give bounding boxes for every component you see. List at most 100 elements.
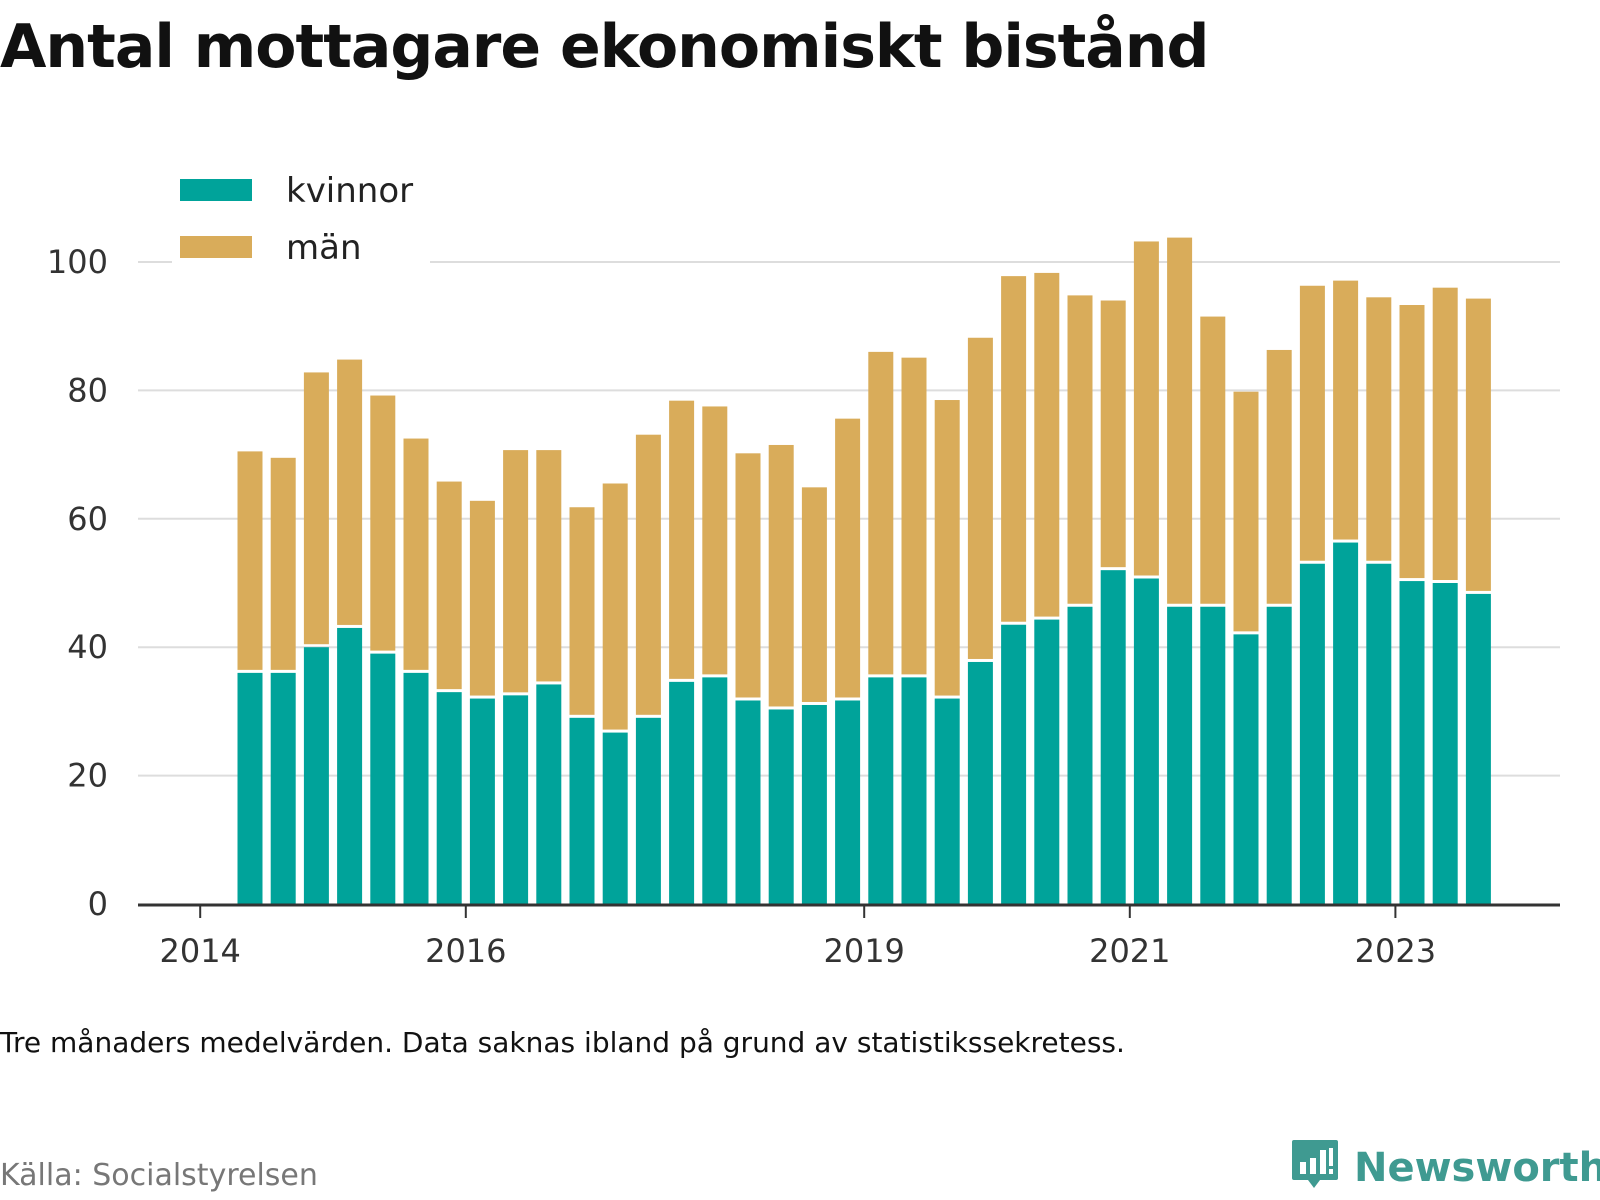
bar-man [1067,295,1093,604]
bar-2017-Q1 [602,483,628,904]
bar-man [934,400,960,696]
bar-2020-Q3 [1067,295,1093,904]
bar-kvinnor [1100,570,1126,904]
bar-2022-Q2 [1299,285,1325,904]
bar-man [1167,237,1193,604]
bar-man [303,372,329,645]
bar-kvinnor [503,695,529,904]
bar-kvinnor [1366,563,1392,904]
bar-kvinnor [1432,583,1458,904]
bar-kvinnor [1465,593,1491,904]
bar-2016-Q2 [503,450,529,904]
bar-man [403,438,429,670]
bar-2020-Q2 [1034,272,1060,904]
bar-kvinnor [602,732,628,904]
bar-2021-Q4 [1233,391,1259,904]
bar-2021-Q2 [1167,237,1193,904]
legend-swatch-män [180,236,252,258]
bar-2019-Q2 [901,357,927,904]
bar-2017-Q3 [669,400,695,904]
y-tick-label: 100 [47,243,108,281]
x-tick-label: 2019 [823,932,904,970]
bar-2014-Q3 [270,457,296,904]
legend-swatch-kvinnor [180,179,252,201]
bar-2015-Q4 [436,481,462,904]
bar-2023-Q2 [1432,287,1458,904]
legend-label: kvinnor [286,171,413,211]
bar-man [1100,300,1126,568]
bar-kvinnor [868,677,894,904]
bar-kvinnor [934,698,960,904]
x-axis: 2014 2016 2019 2021 2023 [138,903,1560,970]
bar-kvinnor [370,653,396,904]
bar-man [901,357,927,675]
bars [237,237,1491,904]
bar-man [337,359,363,625]
source-text: Källa: Socialstyrelsen [0,1158,318,1193]
y-tick-label: 60 [67,500,108,538]
bar-man [1432,287,1458,580]
bar-man [1266,349,1292,604]
bar-man [1333,280,1359,540]
bar-2015-Q1 [337,359,363,904]
bar-man [735,453,761,698]
bar-2019-Q1 [868,351,894,904]
bar-man [1233,391,1259,632]
bar-2022-Q1 [1266,349,1292,904]
bar-2019-Q3 [934,400,960,904]
bar-man [1001,276,1027,622]
bar-2021-Q1 [1133,241,1159,904]
bar-kvinnor [1233,634,1259,904]
bar-2020-Q1 [1001,276,1027,904]
bar-kvinnor [1299,563,1325,904]
bar-kvinnor [901,677,927,904]
bar-kvinnor [1266,606,1292,904]
bar-man [602,483,628,730]
bar-man [569,507,595,715]
bar-kvinnor [1333,542,1359,904]
bar-chart-speech-bubble-icon [1292,1140,1338,1188]
chart-title: Antal mottagare ekonomiskt bistånd [0,12,1209,82]
chart-note: Tre månaders medelvärden. Data saknas ib… [0,1026,1125,1059]
bar-man [1133,241,1159,576]
bar-2016-Q3 [536,450,562,904]
bar-kvinnor [1399,581,1425,904]
bar-kvinnor [337,627,363,904]
y-tick-label: 40 [67,628,108,666]
brand-logo[interactable]: Newsworthy [1290,1138,1600,1198]
x-tick-label: 2014 [159,932,240,970]
legend: kvinnor män [172,168,430,268]
bar-kvinnor [1034,619,1060,904]
y-axis-labels: 0 20 40 60 80 100 [47,243,108,923]
bar-2017-Q2 [635,434,661,904]
bar-man [669,400,695,679]
bar-kvinnor [1067,606,1093,904]
bar-man [1465,298,1491,591]
bar-kvinnor [1167,606,1193,904]
bar-kvinnor [967,661,993,904]
chart-area: 0 20 40 60 80 100 2014 2016 2019 2021 2023 kvinno… [46,168,1560,970]
bar-kvinnor [469,698,495,904]
bar-2023-Q1 [1399,305,1425,904]
bar-man [635,434,661,715]
x-tick-label: 2023 [1355,932,1436,970]
bar-kvinnor [1200,606,1226,904]
bar-2023-Q3 [1465,298,1491,904]
bar-kvinnor [735,700,761,904]
bar-kvinnor [801,704,827,904]
bar-2014-Q4 [303,372,329,904]
bar-man [436,481,462,690]
bar-man [1034,272,1060,617]
bar-2016-Q4 [569,507,595,904]
bar-2017-Q4 [702,406,728,904]
bar-man [967,337,993,659]
bar-2014-Q2 [237,451,263,904]
bar-man [536,450,562,682]
bar-2018-Q1 [735,453,761,904]
bar-man [1399,305,1425,579]
x-tick-label: 2016 [425,932,506,970]
bar-kvinnor [303,647,329,904]
bar-man [469,500,495,696]
bar-2022-Q3 [1333,280,1359,904]
bar-man [768,444,794,707]
